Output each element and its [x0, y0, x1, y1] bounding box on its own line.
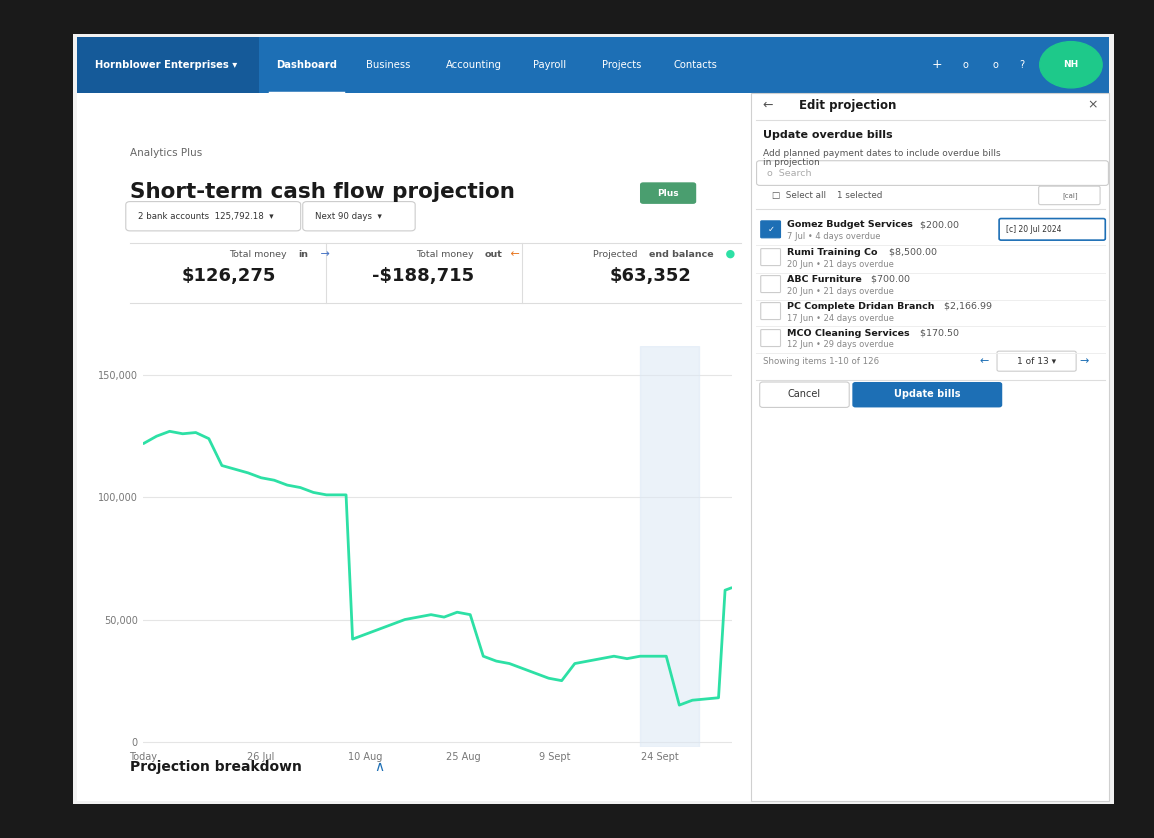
Text: ?: ? [1019, 59, 1025, 70]
Text: out: out [485, 250, 503, 258]
Text: 7 Jul • 4 days overdue: 7 Jul • 4 days overdue [787, 232, 881, 241]
Text: +: + [931, 59, 942, 71]
Text: Rumi Training Co: Rumi Training Co [787, 248, 877, 257]
Text: o: o [992, 59, 998, 70]
FancyBboxPatch shape [302, 202, 415, 231]
Text: Total money: Total money [417, 250, 477, 258]
FancyBboxPatch shape [757, 161, 1108, 185]
FancyBboxPatch shape [999, 219, 1106, 241]
Bar [640, 346, 699, 747]
Text: o  Search: o Search [767, 168, 811, 178]
Text: ←: ← [980, 356, 989, 366]
Text: $63,352: $63,352 [609, 266, 691, 285]
Bar [751, 93, 1109, 801]
Text: Gomez Budget Services: Gomez Budget Services [787, 220, 913, 230]
Text: NH: NH [1063, 60, 1079, 70]
Text: Cancel: Cancel [788, 390, 820, 400]
Text: →: → [1080, 356, 1089, 366]
Text: $8,500.00: $8,500.00 [883, 248, 937, 257]
Text: $170.50: $170.50 [914, 329, 959, 338]
FancyBboxPatch shape [640, 183, 696, 204]
Text: ✓: ✓ [767, 225, 774, 234]
Text: Short-term cash flow projection: Short-term cash flow projection [130, 182, 515, 202]
Text: PC Complete Dridan Branch: PC Complete Dridan Branch [787, 302, 935, 311]
Text: in: in [299, 250, 308, 258]
FancyBboxPatch shape [760, 221, 780, 238]
Text: ←: ← [507, 249, 519, 259]
FancyBboxPatch shape [760, 249, 780, 266]
FancyBboxPatch shape [760, 329, 780, 347]
Text: 2 bank accounts  125,792.18  ▾: 2 bank accounts 125,792.18 ▾ [138, 212, 273, 220]
Text: Dashboard: Dashboard [277, 59, 337, 70]
Text: Contacts: Contacts [673, 59, 717, 70]
Text: ←: ← [763, 99, 773, 111]
Text: o: o [962, 59, 968, 70]
Text: →: → [317, 249, 330, 259]
Text: Update overdue bills: Update overdue bills [763, 130, 892, 140]
Text: Total money: Total money [228, 250, 290, 258]
FancyBboxPatch shape [759, 382, 849, 407]
Text: Plus: Plus [658, 189, 679, 198]
Text: ABC Furniture: ABC Furniture [787, 275, 862, 284]
Text: $700.00: $700.00 [866, 275, 911, 284]
Bar [77, 37, 1109, 93]
Text: ●: ● [722, 249, 735, 259]
Circle shape [1040, 42, 1102, 88]
Text: -$188,715: -$188,715 [373, 266, 474, 285]
Text: Projects: Projects [601, 59, 640, 70]
Text: 1 of 13 ▾: 1 of 13 ▾ [1017, 357, 1056, 365]
Text: Add planned payment dates to include overdue bills: Add planned payment dates to include ove… [763, 148, 1001, 158]
Text: ∧: ∧ [375, 760, 384, 774]
Text: ×: × [1087, 99, 1097, 111]
FancyBboxPatch shape [1039, 186, 1100, 204]
Text: [c] 20 Jul 2024: [c] 20 Jul 2024 [1006, 225, 1062, 234]
Text: Hornblower Enterprises ▾: Hornblower Enterprises ▾ [96, 59, 238, 70]
Bar [77, 93, 751, 801]
Text: Showing items 1-10 of 126: Showing items 1-10 of 126 [763, 357, 879, 365]
Text: $2,166.99: $2,166.99 [938, 302, 991, 311]
Bar [77, 37, 258, 93]
Text: in projection: in projection [763, 158, 819, 167]
FancyBboxPatch shape [126, 202, 301, 231]
Text: Projection breakdown: Projection breakdown [130, 760, 302, 774]
Text: MCO Cleaning Services: MCO Cleaning Services [787, 329, 909, 338]
FancyBboxPatch shape [760, 303, 780, 319]
FancyBboxPatch shape [997, 351, 1077, 371]
Text: Accounting: Accounting [445, 59, 502, 70]
Text: 12 Jun • 29 days overdue: 12 Jun • 29 days overdue [787, 340, 893, 349]
Text: Business: Business [366, 59, 411, 70]
FancyBboxPatch shape [65, 28, 1122, 810]
FancyBboxPatch shape [760, 276, 780, 292]
Text: Edit projection: Edit projection [800, 99, 897, 111]
Text: 17 Jun • 24 days overdue: 17 Jun • 24 days overdue [787, 313, 893, 323]
Text: Update bills: Update bills [894, 390, 960, 400]
Text: Next 90 days  ▾: Next 90 days ▾ [315, 212, 382, 220]
Text: 20 Jun • 21 days overdue: 20 Jun • 21 days overdue [787, 287, 893, 296]
FancyBboxPatch shape [853, 382, 1002, 407]
Text: [cal]: [cal] [1062, 192, 1078, 199]
Text: □  Select all    1 selected: □ Select all 1 selected [772, 191, 883, 200]
Text: Payroll: Payroll [533, 59, 565, 70]
Text: Analytics Plus: Analytics Plus [130, 148, 202, 158]
Text: end balance: end balance [650, 250, 714, 258]
Text: $126,275: $126,275 [181, 266, 276, 285]
Text: $200.00: $200.00 [914, 220, 959, 230]
Text: Projected: Projected [593, 250, 640, 258]
Text: 20 Jun • 21 days overdue: 20 Jun • 21 days overdue [787, 260, 893, 268]
